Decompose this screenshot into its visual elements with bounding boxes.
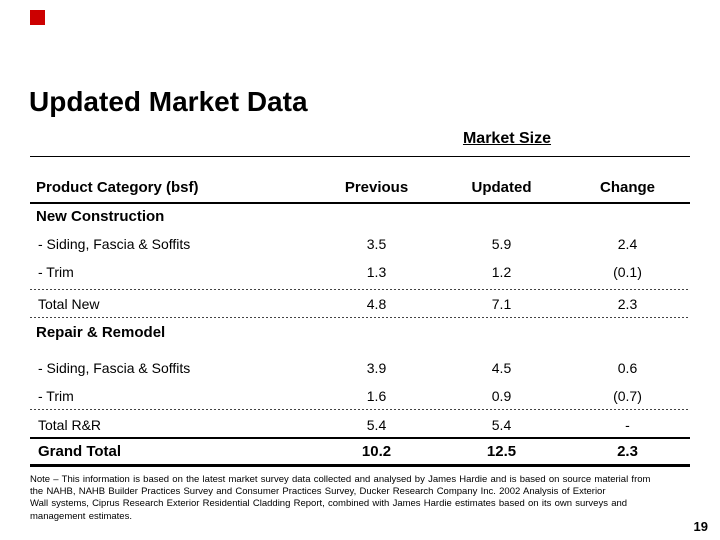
divider-top	[30, 156, 690, 157]
cell-updated: 0.9	[491, 388, 512, 404]
cell-previous: 5.4	[366, 417, 387, 433]
table-row: - Siding, Fascia & Soffits 3.9 4.5 0.6	[30, 360, 690, 376]
section-header-new-construction: New Construction	[36, 208, 165, 225]
footnote-line: management estimates.	[30, 510, 132, 522]
cell-change: (0.1)	[613, 264, 642, 280]
column-header-category: Product Category (bsf)	[36, 179, 199, 196]
row-label: - Trim	[38, 264, 74, 280]
cell-updated: 7.1	[491, 296, 512, 312]
table-subtitle: Market Size	[462, 130, 552, 147]
row-label: - Trim	[38, 388, 74, 404]
divider-dashed	[30, 289, 690, 290]
table-row-total-rr: Total R&R 5.4 5.4 -	[30, 417, 690, 433]
cell-previous: 1.6	[366, 388, 387, 404]
cell-updated: 5.4	[491, 417, 512, 433]
footnote-line: Wall systems, Ciprus Research Exterior R…	[30, 498, 628, 510]
table-row: - Trim 1.6 0.9 (0.7)	[30, 388, 690, 404]
row-label: Total New	[38, 296, 100, 312]
divider-dashed	[30, 409, 690, 410]
footnote: Note – This information is based on the …	[30, 474, 682, 523]
cell-change: 2.3	[617, 296, 638, 312]
cell-previous: 1.3	[366, 264, 387, 280]
cell-updated: 4.5	[491, 360, 512, 376]
section-header-repair-remodel: Repair & Remodel	[36, 324, 166, 341]
cell-previous: 3.5	[366, 236, 387, 252]
table-header-row: Product Category (bsf) Previous Updated …	[30, 180, 690, 196]
divider-header	[30, 202, 690, 204]
divider-dashed	[30, 317, 690, 318]
cell-updated: 1.2	[491, 264, 512, 280]
row-label: - Siding, Fascia & Soffits	[38, 360, 191, 376]
divider-grand-total	[30, 437, 690, 439]
page-number: 19	[693, 519, 708, 534]
column-header-updated: Updated	[471, 179, 532, 196]
divider-bottom	[30, 464, 690, 467]
footnote-line: the NAHB, NAHB Builder Practices Survey …	[30, 486, 606, 498]
table-row-grand-total: Grand Total 10.2 12.5 2.3	[30, 444, 690, 460]
cell-change: 0.6	[617, 360, 638, 376]
cell-previous: 4.8	[366, 296, 387, 312]
cell-change: 2.3	[617, 443, 638, 460]
cell-change: 2.4	[617, 236, 638, 252]
column-header-previous: Previous	[344, 179, 409, 196]
table-row: - Trim 1.3 1.2 (0.1)	[30, 264, 690, 280]
row-label: - Siding, Fascia & Soffits	[38, 236, 191, 252]
page-title: Updated Market Data	[29, 86, 308, 117]
cell-change: -	[625, 417, 630, 433]
cell-updated: 12.5	[486, 443, 517, 460]
cell-change: (0.7)	[613, 388, 642, 404]
row-label: Grand Total	[38, 443, 122, 460]
cell-previous: 3.9	[366, 360, 387, 376]
cell-previous: 10.2	[361, 443, 392, 460]
footnote-line: Note – This information is based on the …	[30, 474, 651, 485]
column-header-change: Change	[599, 179, 655, 196]
brand-mark-red-square	[30, 10, 45, 25]
table-row: - Siding, Fascia & Soffits 3.5 5.9 2.4	[30, 236, 690, 252]
table-row-total-new: Total New 4.8 7.1 2.3	[30, 296, 690, 312]
cell-updated: 5.9	[491, 236, 512, 252]
row-label: Total R&R	[38, 417, 102, 433]
